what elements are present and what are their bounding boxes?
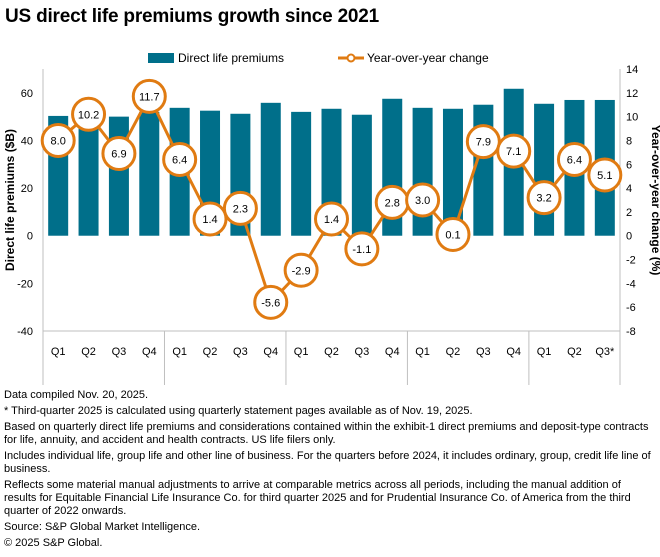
footnotes: Data compiled Nov. 20, 2025. * Third-qua… (4, 389, 656, 553)
y2-tick-label: 8 (626, 135, 632, 147)
data-label: 11.7 (139, 91, 160, 103)
data-label: -5.6 (261, 297, 280, 309)
y2-tick-label: 6 (626, 159, 632, 171)
yoy-marker (435, 217, 471, 253)
note: Data compiled Nov. 20, 2025. (4, 389, 149, 401)
y2-tick-label: 14 (626, 64, 638, 76)
data-label: -2.9 (292, 265, 311, 277)
note: Includes individual life, group life and… (4, 450, 651, 475)
y2-tick-label: 10 (626, 112, 638, 124)
bar (291, 111, 312, 236)
note: Reflects some material manual adjustment… (4, 479, 631, 517)
y-tick-label: 0 (27, 231, 33, 243)
y-tick-label: 20 (21, 183, 33, 195)
bar (351, 114, 372, 236)
data-label: 1.4 (324, 214, 339, 226)
legend-label: Year-over-year change (367, 51, 489, 65)
x-tick-label: Q3 (476, 346, 491, 358)
yoy-marker (526, 180, 562, 216)
data-label: 8.0 (51, 135, 66, 147)
y-tick-label: 60 (21, 88, 33, 100)
legend-label: Direct life premiums (178, 51, 284, 65)
y2-tick-label: -8 (626, 326, 636, 338)
data-label: 7.9 (476, 137, 491, 149)
y-tick-label: 40 (21, 135, 33, 147)
yoy-marker (344, 231, 380, 267)
data-label: -1.1 (352, 244, 371, 256)
yoy-marker (192, 201, 228, 237)
data-label: 1.4 (202, 214, 217, 226)
x-tick-label: Q4 (142, 346, 157, 358)
data-label: 2.8 (385, 197, 400, 209)
data-label: 2.3 (233, 203, 248, 215)
y2-tick-label: -2 (626, 255, 636, 267)
yoy-marker (222, 190, 258, 226)
bar (139, 111, 160, 236)
legend-marker (346, 53, 356, 63)
y2-tick-label: 4 (626, 183, 632, 195)
data-label: 3.0 (415, 195, 430, 207)
yoy-marker (405, 182, 441, 218)
x-tick-label: Q2 (446, 346, 461, 358)
yoy-marker (101, 136, 137, 172)
yoy-marker (556, 142, 592, 178)
x-tick-label: Q3 (355, 346, 370, 358)
y2-tick-label: 0 (626, 231, 632, 243)
y2-tick-label: 12 (626, 88, 638, 100)
x-tick-label: Q2 (324, 346, 339, 358)
note: © 2025 S&P Global. (4, 537, 103, 549)
bar (108, 116, 129, 236)
x-tick-label: Q1 (415, 346, 430, 358)
x-tick-label: Q3* (595, 346, 615, 358)
x-tick-label: Q4 (506, 346, 521, 358)
data-label: 6.9 (111, 149, 126, 161)
y2-tick-label: -6 (626, 302, 636, 314)
chart-title: US direct life premiums growth since 202… (5, 6, 380, 27)
data-label: 7.1 (506, 146, 521, 158)
y-tick-label: -20 (17, 278, 33, 290)
x-tick-label: Q4 (263, 346, 278, 358)
legend-swatch-bars (148, 53, 174, 63)
bar (534, 103, 555, 236)
x-tick-label: Q1 (51, 346, 66, 358)
yoy-marker (314, 201, 349, 237)
x-tick-label: Q2 (81, 346, 96, 358)
yoy-marker (162, 142, 198, 178)
data-label: 0.1 (445, 230, 460, 242)
bar (260, 102, 281, 236)
x-tick-label: Q1 (537, 346, 552, 358)
y2-axis-title: Year-over-year change (%) (649, 125, 660, 276)
x-tick-label: Q1 (172, 346, 187, 358)
bar (78, 107, 99, 236)
yoy-marker (40, 122, 76, 158)
note: Source: S&P Global Market Intelligence. (4, 521, 201, 533)
data-label: 6.4 (172, 155, 187, 167)
yoy-marker (496, 133, 532, 169)
x-tick-label: Q2 (203, 346, 218, 358)
note: * Third-quarter 2025 is calculated using… (4, 405, 473, 417)
data-label: 6.4 (567, 155, 582, 167)
x-tick-label: Q1 (294, 346, 309, 358)
data-label: 3.2 (536, 193, 551, 205)
yoy-marker (283, 252, 319, 288)
x-tick-label: Q2 (567, 346, 582, 358)
yoy-marker (253, 284, 289, 320)
y2-tick-label: -4 (626, 278, 636, 290)
x-tick-label: Q3 (233, 346, 248, 358)
x-tick-label: Q3 (112, 346, 127, 358)
y-axis-title: Direct life premiums ($B) (3, 129, 17, 271)
y-tick-label: -40 (17, 326, 33, 338)
data-label: 10.2 (78, 109, 99, 121)
bar (442, 108, 463, 236)
note: Based on quarterly direct life premiums … (4, 421, 649, 446)
yoy-marker (71, 96, 107, 132)
x-tick-label: Q4 (385, 346, 400, 358)
yoy-marker (131, 78, 167, 114)
y2-tick-label: 2 (626, 207, 632, 219)
data-label: 5.1 (597, 170, 612, 182)
yoy-marker (587, 157, 623, 193)
